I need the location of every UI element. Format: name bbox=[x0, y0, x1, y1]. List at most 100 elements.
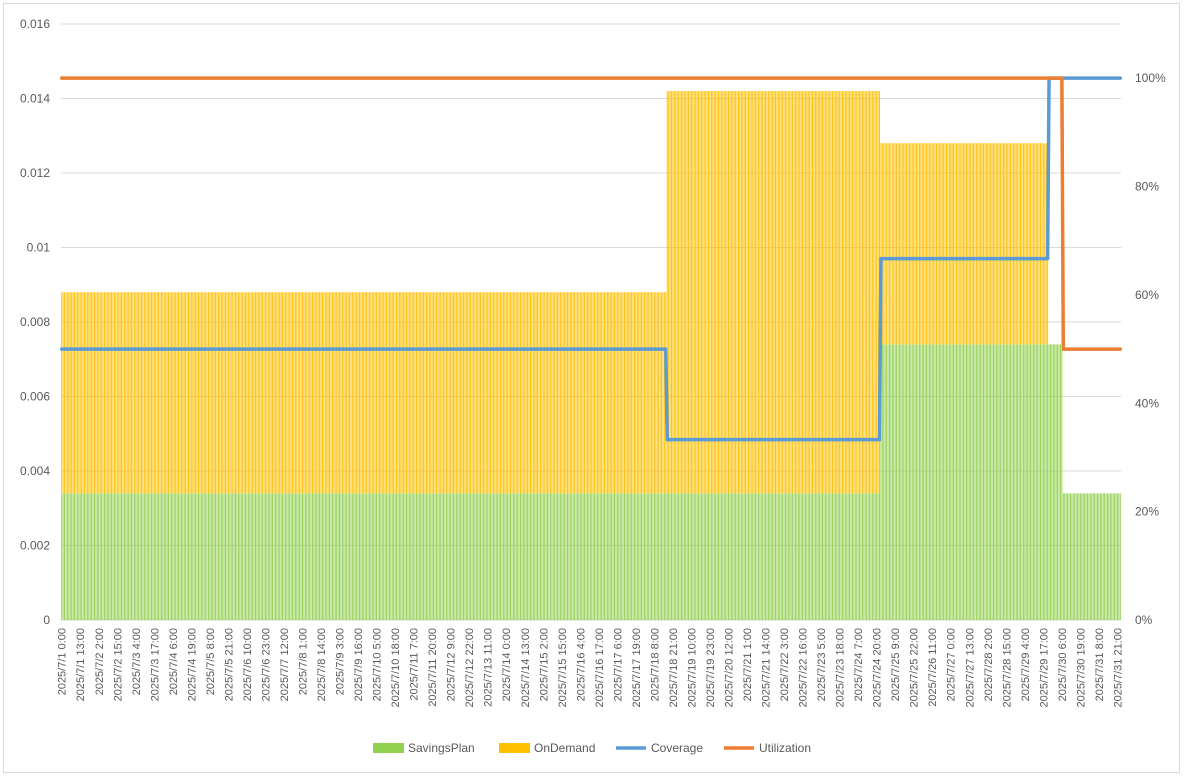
bar-ondemand bbox=[884, 143, 886, 345]
bar-ondemand bbox=[567, 292, 568, 494]
bar-ondemand bbox=[346, 292, 348, 494]
bar-savingsplan bbox=[601, 493, 603, 620]
bar-ondemand bbox=[168, 292, 170, 494]
bar-ondemand bbox=[980, 143, 982, 345]
bar-savingsplan bbox=[182, 493, 184, 620]
bar-ondemand bbox=[227, 292, 229, 494]
legend-item-utilization: Utilization bbox=[724, 741, 811, 755]
bar-ondemand bbox=[178, 292, 179, 494]
bar-savingsplan bbox=[1027, 344, 1029, 620]
bar-savingsplan bbox=[752, 493, 754, 620]
bar-ondemand bbox=[725, 91, 727, 494]
bar-ondemand bbox=[65, 292, 67, 494]
bar-savingsplan bbox=[1088, 493, 1090, 620]
x-tick-label: 2025/7/5 8:00 bbox=[205, 628, 217, 695]
bar-savingsplan bbox=[407, 493, 409, 620]
bar-ondemand bbox=[709, 91, 711, 494]
bar-ondemand bbox=[638, 292, 640, 494]
bar-savingsplan bbox=[879, 493, 880, 620]
bar-savingsplan bbox=[1094, 493, 1096, 620]
y2-tick-label: 20% bbox=[1135, 505, 1159, 519]
x-tick-label: 2025/7/26 11:00 bbox=[927, 628, 939, 707]
bar-savingsplan bbox=[176, 493, 178, 620]
bar-savingsplan bbox=[1112, 493, 1114, 620]
bar-ondemand bbox=[210, 292, 212, 494]
bar-savingsplan bbox=[262, 493, 264, 620]
bar-savingsplan bbox=[739, 493, 741, 620]
bar-ondemand bbox=[747, 91, 749, 494]
bar-savingsplan bbox=[733, 493, 735, 620]
bar-savingsplan bbox=[359, 493, 360, 620]
bar-ondemand bbox=[1032, 143, 1034, 345]
x-tick-label: 2025/7/29 17:00 bbox=[1038, 628, 1050, 708]
bar-ondemand bbox=[974, 143, 976, 345]
bar-ondemand bbox=[495, 292, 497, 494]
bar-ondemand bbox=[833, 91, 835, 494]
bar-savingsplan bbox=[736, 493, 738, 620]
bar-ondemand bbox=[290, 292, 292, 494]
bar-ondemand bbox=[1037, 143, 1039, 345]
bar-savingsplan bbox=[192, 493, 194, 620]
bar-savingsplan bbox=[353, 493, 355, 620]
bar-savingsplan bbox=[804, 493, 806, 620]
bar-ondemand bbox=[306, 292, 308, 494]
bar-savingsplan bbox=[494, 493, 496, 620]
bar-ondemand bbox=[430, 292, 432, 494]
bar-savingsplan bbox=[755, 493, 757, 620]
bar-savingsplan bbox=[520, 493, 521, 620]
bar-savingsplan bbox=[861, 493, 863, 620]
bar-savingsplan bbox=[911, 344, 913, 620]
bar-savingsplan bbox=[574, 493, 576, 620]
bar-ondemand bbox=[596, 292, 598, 494]
bar-savingsplan bbox=[796, 493, 798, 620]
bar-savingsplan bbox=[920, 344, 922, 620]
bar-savingsplan bbox=[662, 493, 664, 620]
x-tick-label: 2025/7/14 13:00 bbox=[520, 628, 532, 708]
bar-savingsplan bbox=[1065, 493, 1067, 620]
bar-savingsplan bbox=[937, 344, 939, 620]
bar-savingsplan bbox=[800, 493, 802, 620]
bar-ondemand bbox=[148, 292, 150, 494]
bar-savingsplan bbox=[612, 493, 614, 620]
bar-ondemand bbox=[68, 292, 70, 494]
bar-savingsplan bbox=[381, 493, 383, 620]
bar-savingsplan bbox=[374, 493, 376, 620]
bar-ondemand bbox=[987, 143, 989, 345]
bar-savingsplan bbox=[981, 344, 983, 620]
bar-ondemand bbox=[545, 292, 547, 494]
bar-savingsplan bbox=[297, 493, 299, 620]
bar-savingsplan bbox=[1022, 344, 1024, 620]
bar-ondemand bbox=[968, 143, 970, 345]
bar-savingsplan bbox=[890, 344, 892, 620]
bar-ondemand bbox=[360, 292, 362, 494]
bar-savingsplan bbox=[965, 344, 967, 620]
bar-ondemand bbox=[659, 292, 661, 494]
bar-savingsplan bbox=[139, 493, 141, 620]
bar-ondemand bbox=[953, 143, 955, 345]
x-tick-label: 2025/7/24 20:00 bbox=[872, 628, 884, 708]
bar-ondemand bbox=[743, 91, 745, 494]
bar-ondemand bbox=[1030, 143, 1031, 345]
bar-ondemand bbox=[105, 292, 107, 494]
bar-ondemand bbox=[96, 292, 98, 494]
bar-ondemand bbox=[101, 292, 103, 494]
bar-savingsplan bbox=[579, 493, 581, 620]
bar-ondemand bbox=[837, 91, 839, 494]
bar-savingsplan bbox=[222, 493, 224, 620]
x-tick-label: 2025/7/4 19:00 bbox=[186, 628, 198, 701]
bar-ondemand bbox=[121, 292, 123, 494]
bar-savingsplan bbox=[780, 493, 782, 620]
bar-ondemand bbox=[699, 91, 701, 494]
bar-ondemand bbox=[978, 143, 980, 345]
bar-savingsplan bbox=[331, 493, 333, 620]
bar-savingsplan bbox=[202, 493, 204, 620]
bar-ondemand bbox=[911, 143, 913, 345]
bar-ondemand bbox=[616, 292, 618, 494]
bar-savingsplan bbox=[880, 344, 882, 620]
bar-ondemand bbox=[219, 292, 221, 494]
bar-ondemand bbox=[61, 292, 63, 494]
bar-savingsplan bbox=[844, 493, 846, 620]
bar-ondemand bbox=[280, 292, 282, 494]
bar-savingsplan bbox=[229, 493, 231, 620]
bar-ondemand bbox=[133, 292, 135, 494]
